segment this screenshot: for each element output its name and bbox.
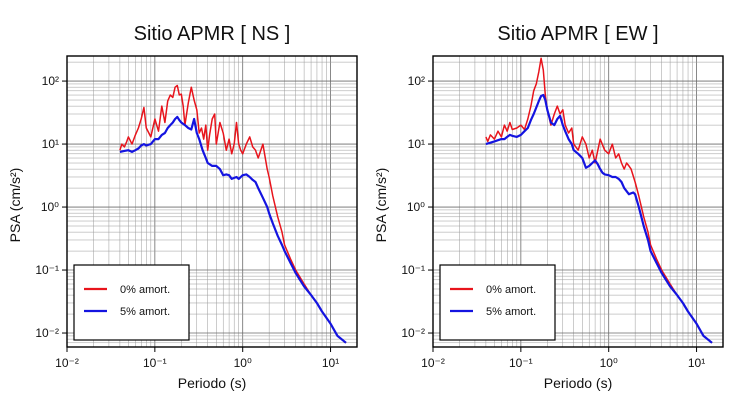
chart-panel-ns: Sitio APMR [ NS ] Periodo (s) PSA (cm/s²… — [7, 23, 358, 391]
x-tick-label: 10⁰ — [234, 356, 252, 370]
plot-frame — [432, 55, 724, 348]
y-tick-label: 10⁰ — [407, 200, 425, 214]
chart-title: Sitio APMR [ EW ] — [497, 23, 658, 45]
y-tick-label: 10¹ — [408, 137, 425, 151]
series-line-0-amort — [485, 57, 713, 344]
legend-box — [73, 264, 190, 341]
y-tick-label: 10⁻² — [401, 326, 425, 340]
series-line-5-amort — [485, 93, 713, 344]
y-tick-label: 10² — [42, 74, 59, 88]
x-tick-label: 10⁰ — [600, 356, 618, 370]
y-axis-label: PSA (cm/s²) — [7, 168, 23, 243]
legend: 0% amort. 5% amort. — [439, 264, 556, 341]
y-tick-label: 10⁻² — [35, 326, 59, 340]
x-tick-label: 10¹ — [322, 356, 339, 370]
y-axis-label: PSA (cm/s²) — [373, 168, 389, 243]
y-tick-label: 10² — [408, 74, 425, 88]
x-tick-label: 10⁻¹ — [509, 356, 533, 370]
x-tick-label: 10¹ — [688, 356, 705, 370]
grid — [66, 56, 358, 348]
series-line-5-amort — [119, 115, 347, 344]
x-axis-label: Periodo (s) — [178, 375, 246, 391]
x-tick-label: 10⁻² — [55, 356, 79, 370]
legend-label: 5% amort. — [486, 306, 536, 318]
legend: 0% amort. 5% amort. — [73, 264, 190, 341]
legend-label: 5% amort. — [120, 306, 170, 318]
legend-box — [439, 264, 556, 341]
y-tick-label: 10⁰ — [41, 200, 59, 214]
y-tick-label: 10⁻¹ — [35, 263, 59, 277]
tick-marks — [62, 80, 332, 352]
plot-frame — [66, 55, 358, 348]
chart-title: Sitio APMR [ NS ] — [134, 23, 291, 45]
x-tick-label: 10⁻² — [421, 356, 445, 370]
y-tick-label: 10¹ — [42, 137, 59, 151]
x-tick-label: 10⁻¹ — [143, 356, 167, 370]
legend-label: 0% amort. — [486, 284, 536, 296]
x-axis-label: Periodo (s) — [544, 375, 612, 391]
tick-marks — [428, 80, 698, 352]
y-tick-label: 10⁻¹ — [401, 263, 425, 277]
series-line-0-amort — [119, 84, 347, 344]
chart-panel-ew: Sitio APMR [ EW ] Periodo (s) PSA (cm/s²… — [373, 23, 724, 391]
legend-label: 0% amort. — [120, 284, 170, 296]
